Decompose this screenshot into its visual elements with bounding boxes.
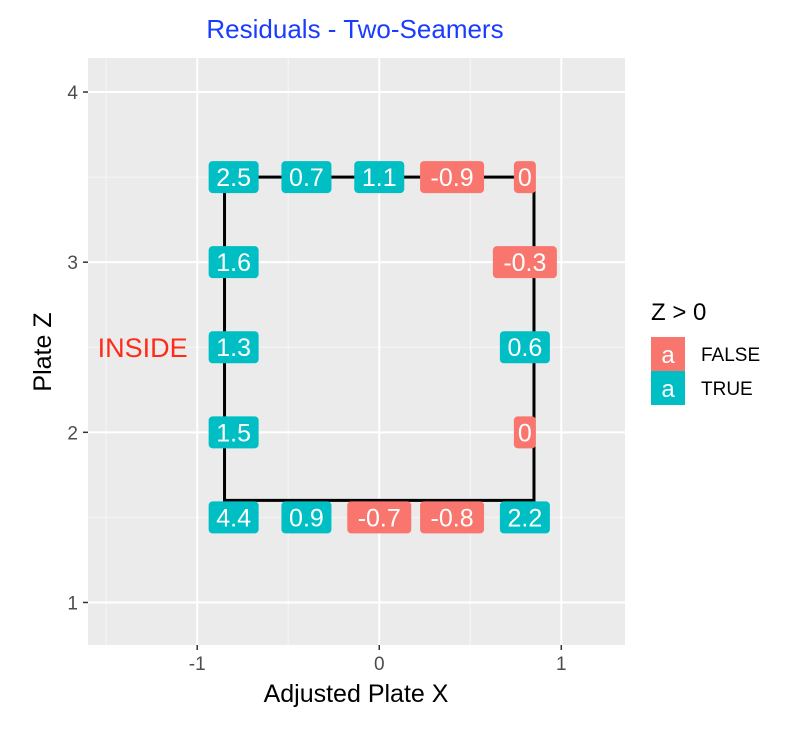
residual-labels: 2.5 0.7 1.1 -0.9 0 1.6 -0.3 1.3 0.6 1.5 0 4.4 0.9 -0.… <box>208 161 557 534</box>
residual-label-text: 0 <box>518 164 532 192</box>
residual-label-text: 1.5 <box>216 419 251 447</box>
x-tick-label: 1 <box>556 654 567 675</box>
residual-label-box <box>208 501 259 534</box>
axes: -1 0 1 1 2 3 4 <box>67 83 566 675</box>
y-tick-label: 2 <box>67 423 78 444</box>
residual-label: 1.3 <box>208 331 259 364</box>
legend-entry: a TRUE <box>651 371 753 405</box>
residual-label-box <box>208 246 259 279</box>
residual-label-box <box>347 501 412 534</box>
residual-label-text: 2.2 <box>507 504 542 532</box>
residual-label: 1.1 <box>354 161 405 194</box>
residual-label: 2.5 <box>208 161 259 194</box>
legend-swatch <box>651 371 685 405</box>
residual-label-box <box>281 161 332 194</box>
legend-label: FALSE <box>701 345 760 366</box>
residual-label: -0.8 <box>420 501 485 534</box>
residual-label-text: 0.7 <box>289 164 324 192</box>
residual-label-box <box>354 161 405 194</box>
residual-label-box <box>208 161 259 194</box>
legend-glyph: a <box>661 376 675 403</box>
residual-label-text: 2.5 <box>216 164 251 192</box>
residual-label-text: 4.4 <box>216 504 251 532</box>
x-tick-label: 0 <box>374 654 385 675</box>
residual-label: 0.9 <box>281 501 332 534</box>
residual-label-text: 0.9 <box>289 504 324 532</box>
residual-label-text: 1.1 <box>362 164 397 192</box>
residual-label: 2.2 <box>499 501 550 534</box>
legend-title: Z > 0 <box>651 299 706 326</box>
residual-label-text: -0.3 <box>503 249 546 277</box>
y-tick-label: 3 <box>67 253 78 274</box>
y-tick-label: 4 <box>67 83 78 104</box>
residual-label: -0.9 <box>420 161 485 194</box>
residual-label-box <box>499 501 550 534</box>
y-axis-title: Plate Z <box>29 312 57 391</box>
x-axis-title: Adjusted Plate X <box>264 680 449 708</box>
residual-label: -0.7 <box>347 501 412 534</box>
annotation-layer: INSIDE <box>98 333 188 363</box>
chart-title: Residuals - Two-Seamers <box>206 14 503 44</box>
residual-label-text: -0.7 <box>358 504 401 532</box>
x-tick-label: -1 <box>189 654 206 675</box>
residual-label: 1.5 <box>208 416 259 449</box>
legend-entries: a FALSE a TRUE <box>651 337 760 405</box>
legend-label: TRUE <box>701 379 753 400</box>
residual-label-box <box>492 246 557 279</box>
legend-swatch <box>651 337 685 371</box>
residual-label: 4.4 <box>208 501 259 534</box>
y-tick-label: 1 <box>67 593 78 614</box>
residual-label-box <box>499 331 550 364</box>
legend-glyph: a <box>661 342 675 369</box>
residual-label-box <box>513 161 536 194</box>
residual-label-box <box>281 501 332 534</box>
residual-label-text: -0.8 <box>431 504 474 532</box>
residual-label-box <box>208 331 259 364</box>
inside-annotation: INSIDE <box>98 333 188 363</box>
residual-label-box <box>513 416 536 449</box>
residual-label-text: 0 <box>518 419 532 447</box>
residual-label-text: 1.6 <box>216 249 251 277</box>
residual-label: 0.7 <box>281 161 332 194</box>
residual-label: 0.6 <box>499 331 550 364</box>
legend: Z > 0 a FALSE a TRUE <box>651 299 760 405</box>
residual-label: 0 <box>513 416 536 449</box>
residual-label-box <box>208 416 259 449</box>
residual-label: 1.6 <box>208 246 259 279</box>
residual-label-text: 1.3 <box>216 334 251 362</box>
residual-label: -0.3 <box>492 246 557 279</box>
legend-entry: a FALSE <box>651 337 760 371</box>
residual-label: 0 <box>513 161 536 194</box>
residual-label-box <box>420 161 485 194</box>
residual-label-text: 0.6 <box>507 334 542 362</box>
residual-label-text: -0.9 <box>431 164 474 192</box>
residual-label-box <box>420 501 485 534</box>
